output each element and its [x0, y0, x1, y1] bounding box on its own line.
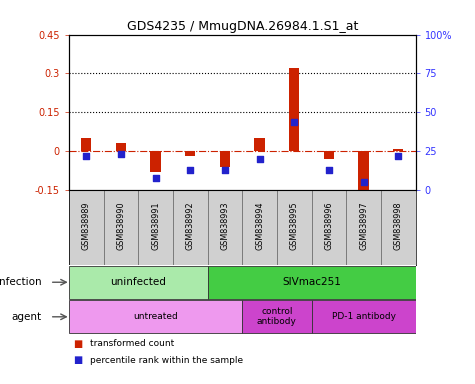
Bar	[242, 190, 277, 265]
Bar	[346, 190, 381, 265]
Bar	[208, 190, 242, 265]
Bar	[69, 300, 242, 333]
Text: infection: infection	[0, 277, 41, 287]
Point	[256, 156, 264, 162]
Bar	[393, 149, 403, 151]
Text: uninfected: uninfected	[110, 277, 166, 287]
Point	[221, 167, 229, 173]
Point	[394, 153, 402, 159]
Point	[186, 167, 194, 173]
Text: SIVmac251: SIVmac251	[282, 277, 341, 287]
Text: GSM838992: GSM838992	[186, 202, 195, 250]
Point	[291, 119, 298, 125]
Bar	[312, 190, 346, 265]
Point	[83, 153, 90, 159]
Title: GDS4235 / MmugDNA.26984.1.S1_at: GDS4235 / MmugDNA.26984.1.S1_at	[126, 20, 358, 33]
Text: ■: ■	[74, 339, 83, 349]
Text: transformed count: transformed count	[90, 339, 174, 348]
Text: agent: agent	[11, 312, 41, 322]
Text: ■: ■	[74, 355, 83, 365]
Text: GSM838989: GSM838989	[82, 202, 91, 250]
Bar	[151, 151, 161, 172]
Bar	[255, 138, 265, 151]
Text: PD-1 antibody: PD-1 antibody	[332, 312, 396, 321]
Text: percentile rank within the sample: percentile rank within the sample	[90, 356, 243, 365]
Text: GSM838993: GSM838993	[220, 202, 229, 250]
Bar	[104, 190, 138, 265]
Bar	[116, 143, 126, 151]
Bar	[185, 151, 195, 156]
Text: untreated: untreated	[133, 312, 178, 321]
Text: control
antibody: control antibody	[257, 307, 297, 326]
Point	[360, 179, 368, 185]
Bar	[69, 266, 208, 299]
Text: GSM838997: GSM838997	[359, 202, 368, 250]
Bar	[69, 190, 104, 265]
Bar	[277, 190, 312, 265]
Bar	[208, 266, 416, 299]
Bar	[173, 190, 208, 265]
Bar	[324, 151, 334, 159]
Text: GSM838994: GSM838994	[255, 202, 264, 250]
Text: GSM838998: GSM838998	[394, 202, 403, 250]
Text: GSM838991: GSM838991	[151, 202, 160, 250]
Bar	[289, 68, 299, 151]
Point	[325, 167, 332, 173]
Bar	[242, 300, 312, 333]
Bar	[220, 151, 230, 167]
Text: GSM838990: GSM838990	[116, 202, 125, 250]
Bar	[359, 151, 369, 203]
Bar	[312, 300, 416, 333]
Text: GSM838996: GSM838996	[324, 202, 333, 250]
Text: GSM838995: GSM838995	[290, 202, 299, 250]
Point	[152, 175, 160, 181]
Bar	[81, 138, 91, 151]
Point	[117, 151, 124, 157]
Bar	[138, 190, 173, 265]
Bar	[381, 190, 416, 265]
